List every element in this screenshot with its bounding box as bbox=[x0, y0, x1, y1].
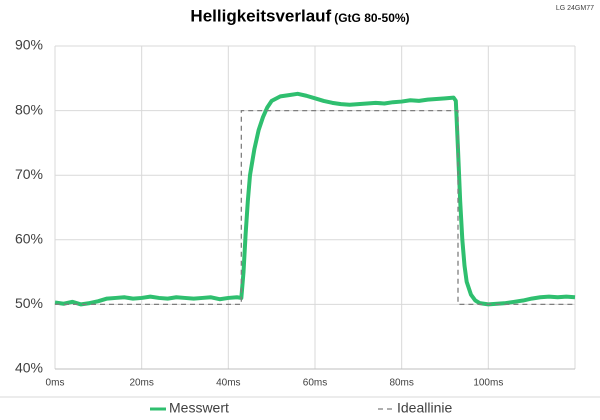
y-tick-label: 60% bbox=[15, 231, 43, 247]
chart-title: Helligkeitsverlauf bbox=[190, 6, 331, 25]
x-tick-label: 20ms bbox=[129, 378, 153, 389]
x-tick-label: 60ms bbox=[303, 378, 327, 389]
y-tick-label: 80% bbox=[15, 101, 43, 117]
data-line bbox=[54, 91, 576, 307]
legend-label: Messwert bbox=[169, 400, 229, 416]
x-tick-label: 80ms bbox=[389, 378, 413, 389]
y-tick-label: 90% bbox=[15, 37, 43, 53]
chart-subtitle: (GtG 80-50%) bbox=[334, 11, 409, 25]
annotation: LG 24GM77 bbox=[556, 5, 594, 12]
data-line bbox=[55, 109, 575, 306]
legend-label: Ideallinie bbox=[397, 400, 452, 416]
y-tick-label: 70% bbox=[15, 166, 43, 182]
y-tick-label: 40% bbox=[15, 360, 43, 376]
x-tick-label: 40ms bbox=[216, 378, 240, 389]
x-tick-label: 100ms bbox=[473, 378, 503, 389]
y-tick-label: 50% bbox=[15, 295, 43, 311]
x-tick-label: 0ms bbox=[46, 378, 65, 389]
